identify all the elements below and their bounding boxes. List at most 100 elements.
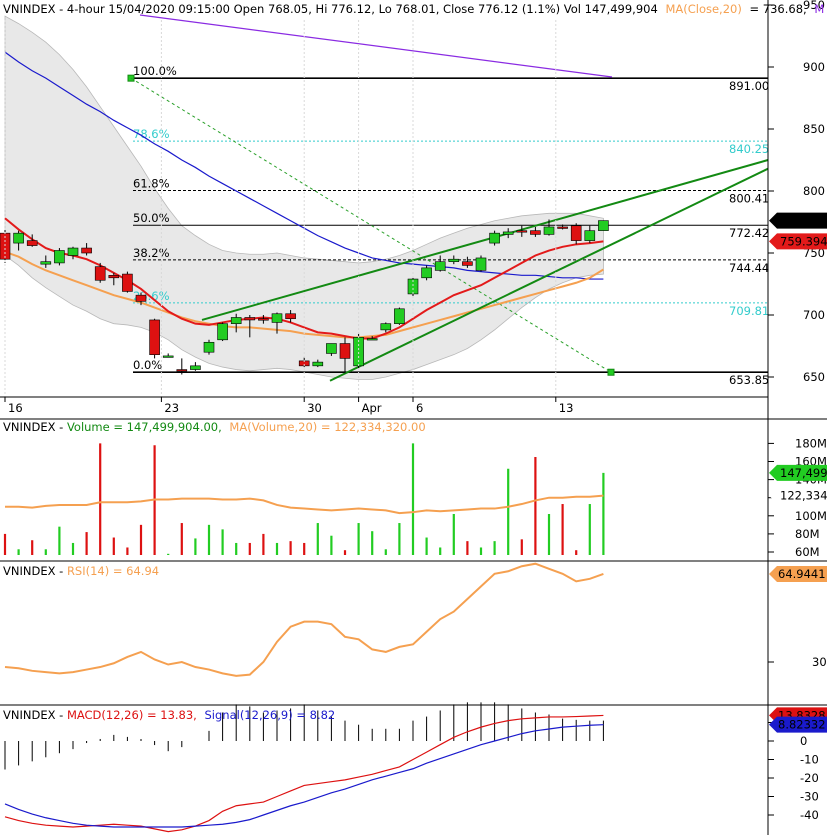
main-ma-value: = 736.68, [750,2,807,16]
macd-line [4,714,604,833]
candle-body [339,343,351,359]
price-tick-label: 650 [803,370,825,384]
purple-ma-line [139,14,613,78]
candle-body [584,230,596,241]
candle-body [230,317,242,324]
candle-body [81,247,92,254]
candle-body [380,323,392,331]
macd-tick-label: -40 [800,808,819,822]
fib-pct-label: 38.2% [133,246,170,260]
rsi-badge-value: 64.9441 [778,567,826,581]
ma-short-badge [769,233,827,250]
candle-body [326,343,337,354]
macd-header-prefix: VNINDEX - [3,708,67,722]
macd-tick-label: 0 [800,734,807,748]
x-tick-label: 6 [416,401,423,415]
candle-body [217,323,228,341]
candle-body [190,365,201,370]
rsi-header-prefix: VNINDEX - [3,564,67,578]
price-tick-label: 850 [803,122,825,136]
fib-value-label: 744.44 [729,261,769,275]
candle-body [285,313,296,320]
candle-body [557,226,568,229]
rsi-badge [769,565,827,582]
price-tick-label: 700 [803,308,825,322]
rsi-tick-label: 30 [812,655,827,669]
candle-body [516,230,528,233]
x-tick-label: Apr [362,401,382,415]
candle-body [67,247,79,256]
price-tick-label: 750 [803,246,825,260]
bollinger-band [4,15,604,380]
macd-header-label: MACD(12,26) = 13.83, [67,708,197,722]
volume-ma-badge [769,487,827,504]
macd-header: VNINDEX - MACD(12,26) = 13.83, Signal(12… [3,708,335,722]
fib-value-label: 653.85 [729,373,769,387]
candle-body [570,225,582,241]
candle-body [258,318,269,321]
fib-pct-label: 100.0% [133,64,177,78]
macd-signal-label: Signal(12,26,9) = 8.82 [205,708,336,722]
candle-body [135,294,147,302]
volume-tick-label: 180M [795,436,827,450]
macd-tick-label: -20 [800,771,819,785]
price-tick-label: 800 [803,184,825,198]
fib-value-label: 840.25 [729,142,769,156]
main-ma-label: MA(Close,20) [665,2,741,16]
fib-value-label: 800.41 [729,191,769,205]
candle-body [421,267,432,279]
price-tick-label: 950 [803,0,825,12]
candle-body [244,317,256,321]
candle-body [271,313,283,323]
fib-diagonal [130,77,612,373]
candle-body [434,261,446,271]
volume-ma-badge-value: 122,334,3 [780,489,827,503]
fib-pct-label: 0.0% [133,358,162,372]
rsi-header: VNINDEX - RSI(14) = 64.94 [3,564,159,578]
volume-header-prefix: VNINDEX - [3,420,67,434]
main-ma-tail: M [814,2,824,16]
fib-value-label: 709.81 [729,304,769,318]
candle-body [598,220,609,231]
x-tick-label: 23 [164,401,179,415]
signal-badge-value: 8.82332 [778,718,826,732]
candle-body [475,257,487,271]
volume-header: VNINDEX - Volume = 147,499,904.00, MA(Vo… [3,420,426,434]
volume-badge-value: 147,499,9 [780,466,827,480]
candle-body [543,226,555,235]
signal-line [4,724,604,828]
last-price-badge [769,212,827,229]
volume-badge [769,464,827,481]
rsi-panel[interactable]: 30 64.9441 [4,562,827,677]
candle-body [530,230,541,235]
rsi-header-label: RSI(14) = 64.94 [67,564,159,578]
fib-value-label: 772.42 [729,226,769,240]
candle-body [502,231,514,235]
ma-short-value: 759.394 [780,234,827,248]
candle-body [448,258,460,262]
volume-panel[interactable]: 60M80M100M120M140M160M180M147,499,9122,3… [3,436,827,559]
candle-body [40,261,52,265]
price-panel[interactable]: 0.0%653.8523.6%709.8138.2%744.4450.0%772… [0,0,827,415]
x-tick-label: 13 [559,401,574,415]
x-tick-label: 16 [8,401,23,415]
fib-pct-label: 50.0% [133,211,170,225]
fib-pct-label: 61.8% [133,176,170,190]
trendline-lower [329,167,769,382]
candle-body [489,232,500,244]
price-tick-label: 900 [803,60,825,74]
last-price-value: 776.12 [780,214,820,228]
x-tick-label: 30 [307,401,322,415]
fib-value-label: 891.00 [729,79,769,93]
volume-header-label: Volume = 147,499,904.00, [67,420,222,434]
fib-anchor-marker [607,368,615,376]
candle-body [366,338,378,341]
volume-ma-label: MA(Volume,20) = 122,334,320.00 [229,420,425,434]
signal-badge [769,716,827,733]
trendline-upper [201,159,769,321]
main-header-text: VNINDEX - 4-hour 15/04/2020 09:15:00 Ope… [3,2,658,16]
candle-body [122,273,133,292]
candle-body [162,355,174,358]
